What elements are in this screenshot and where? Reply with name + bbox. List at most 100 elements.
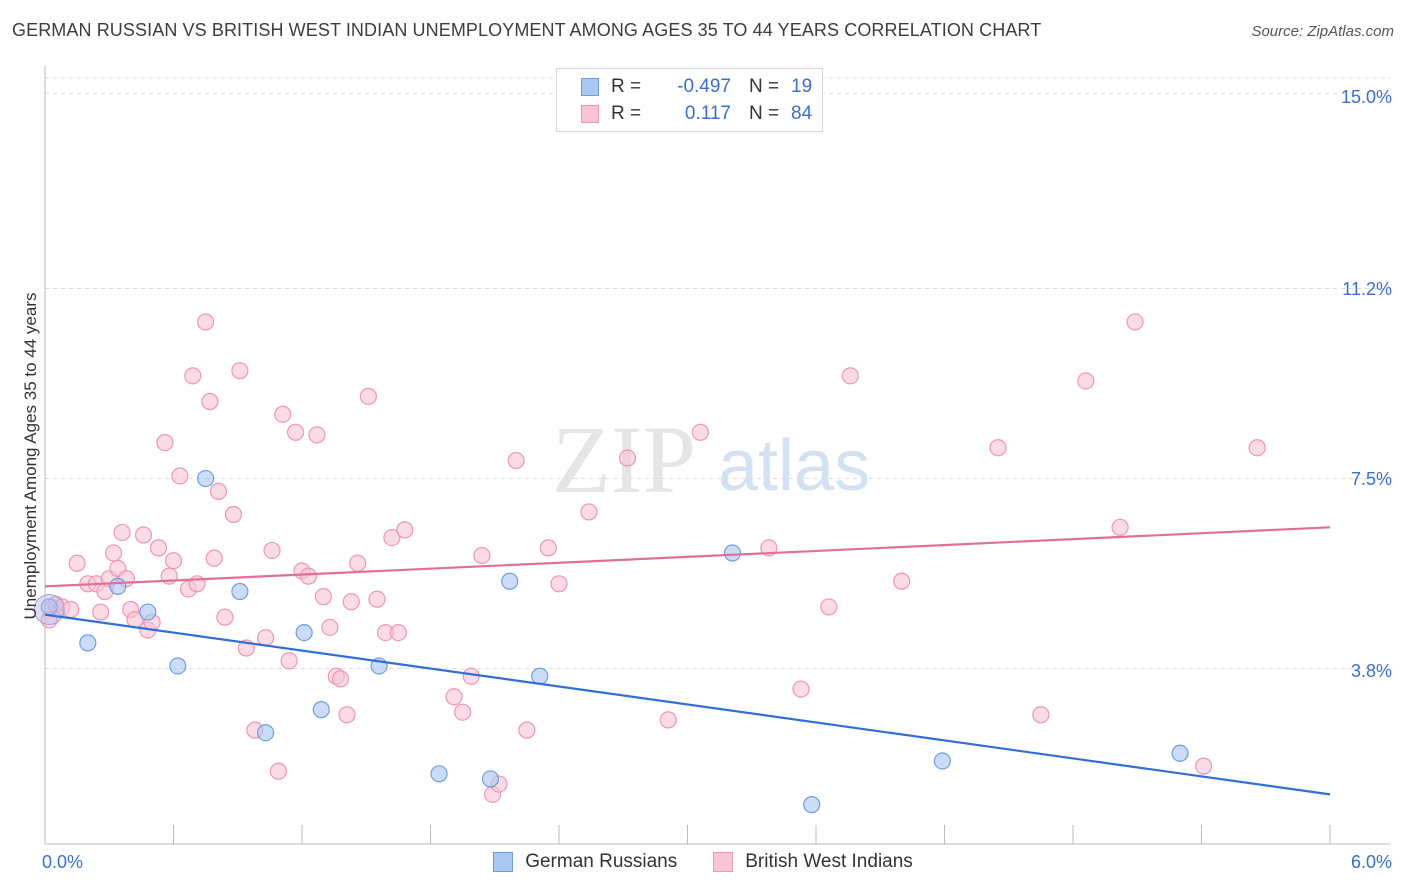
legend-n-value: 19 <box>791 76 813 97</box>
y-tick-15: 15.0% <box>1340 87 1392 107</box>
legend-r-label: R = <box>611 76 642 97</box>
british-west-indian-point <box>263 541 281 560</box>
british-west-indian-point <box>224 505 243 524</box>
british-west-indian-point <box>841 367 859 385</box>
british-west-indian-point <box>1032 706 1050 724</box>
british-west-indian-point <box>659 711 677 729</box>
british-west-indian-point <box>149 539 168 557</box>
watermark-atlas: atlas <box>718 426 870 506</box>
y-tick-11-2: 11.2% <box>1342 279 1392 299</box>
british-west-indian-point <box>1248 439 1266 457</box>
british-west-indian-point <box>134 526 153 544</box>
british-west-indian-point <box>231 362 249 380</box>
british-west-indian-point <box>113 523 131 542</box>
british-west-indian-point <box>618 449 637 467</box>
british-west-indians-trend-line <box>44 526 1331 588</box>
german-russian-point <box>803 796 821 814</box>
german-russian-point <box>256 724 275 742</box>
british-west-indian-point <box>368 590 386 608</box>
german-russians-points <box>33 469 1189 814</box>
british-west-indian-point <box>893 572 911 590</box>
german-russian-point <box>139 603 157 621</box>
british-west-indian-point <box>164 552 183 570</box>
german-russian-point <box>933 752 951 770</box>
british-west-indian-point <box>308 426 326 444</box>
british-west-indian-point <box>445 688 463 706</box>
british-west-indian-point <box>321 618 339 637</box>
british-west-indian-point <box>201 392 219 411</box>
legend-swatch-blue <box>581 78 599 96</box>
british-west-indian-point <box>1111 518 1129 536</box>
british-west-indian-point <box>518 721 536 739</box>
x-tick-max: 6.0% <box>1350 852 1392 872</box>
british-west-indian-point <box>205 549 223 567</box>
british-west-indian-point <box>256 629 275 647</box>
legend-item-german-russians[interactable]: German Russians <box>493 851 677 873</box>
british-west-indian-point <box>342 593 360 611</box>
german-russian-point <box>1171 744 1189 762</box>
legend-swatch-blue <box>493 852 514 872</box>
german-russian-point <box>430 765 448 783</box>
legend-n-value: 84 <box>791 103 813 124</box>
british-west-indian-point <box>389 623 407 642</box>
legend-n-label: N = <box>749 103 780 124</box>
british-west-indian-point <box>104 544 123 562</box>
british-west-indian-point <box>539 539 557 557</box>
british-west-indian-point <box>338 706 356 724</box>
british-west-indian-point <box>286 423 305 441</box>
british-west-indian-point <box>349 554 367 572</box>
british-west-indian-point <box>473 546 491 565</box>
british-west-indian-point <box>462 667 480 685</box>
legend-label: German Russians <box>525 851 678 872</box>
legend-row-british-west-indians: R = 0.117 N = 84 <box>581 101 812 127</box>
british-west-indian-point <box>820 598 838 616</box>
x-tick-min: 0.0% <box>42 852 84 872</box>
legend-r-value: 0.117 <box>684 103 731 124</box>
british-west-indian-point <box>68 554 86 572</box>
british-west-indian-point <box>62 600 80 619</box>
y-tick-7-5: 7.5% <box>1350 469 1392 489</box>
british-west-indian-point <box>454 703 472 721</box>
german-russian-point <box>295 623 313 642</box>
series-legend: German Russians British West Indians <box>0 851 1406 873</box>
y-tick-3-8: 3.8% <box>1350 661 1392 681</box>
legend-r-value: -0.497 <box>677 76 731 97</box>
british-west-indian-point <box>383 528 401 547</box>
british-west-indian-point <box>209 482 228 500</box>
axes <box>44 66 1390 845</box>
german-russian-point <box>109 577 127 595</box>
german-russian-point <box>231 582 249 601</box>
legend-swatch-pink <box>581 105 599 123</box>
correlation-legend: R = -0.497 N = 19 R = 0.117 N = 84 <box>556 68 823 132</box>
british-west-indian-point <box>184 367 202 385</box>
german-russians-trend-line <box>44 613 1331 796</box>
legend-swatch-pink <box>713 852 734 872</box>
british-west-indian-point <box>314 588 333 606</box>
source-credit: Source: ZipAtlas.com <box>1251 23 1394 40</box>
british-west-indian-point <box>396 521 414 539</box>
german-russian-point <box>197 469 215 488</box>
legend-n-label: N = <box>749 76 780 97</box>
german-russian-point <box>169 657 187 675</box>
y-axis-label: Unemployment Among Ages 35 to 44 years <box>21 292 40 620</box>
german-russian-point <box>481 770 500 788</box>
british-west-indian-point <box>580 503 598 521</box>
british-west-indian-point <box>1077 372 1095 390</box>
british-west-indian-point <box>171 467 189 485</box>
british-west-indian-point <box>269 762 288 780</box>
german-russian-point <box>531 667 549 685</box>
chart-title: GERMAN RUSSIAN VS BRITISH WEST INDIAN UN… <box>12 20 1042 40</box>
watermark: ZIP atlas <box>552 406 870 513</box>
trend-lines <box>44 526 1331 796</box>
british-west-indian-point <box>156 433 174 452</box>
british-west-indian-point <box>331 670 350 688</box>
legend-item-british-west-indians[interactable]: British West Indians <box>713 851 913 873</box>
british-west-indian-point <box>280 652 298 670</box>
german-russian-point <box>723 544 742 562</box>
british-west-indian-point <box>1126 313 1144 331</box>
british-west-indian-point <box>1195 757 1213 775</box>
legend-r-label: R = <box>611 103 642 124</box>
british-west-indian-point <box>359 387 377 405</box>
german-russian-point <box>312 701 330 719</box>
german-russian-point <box>501 572 519 590</box>
